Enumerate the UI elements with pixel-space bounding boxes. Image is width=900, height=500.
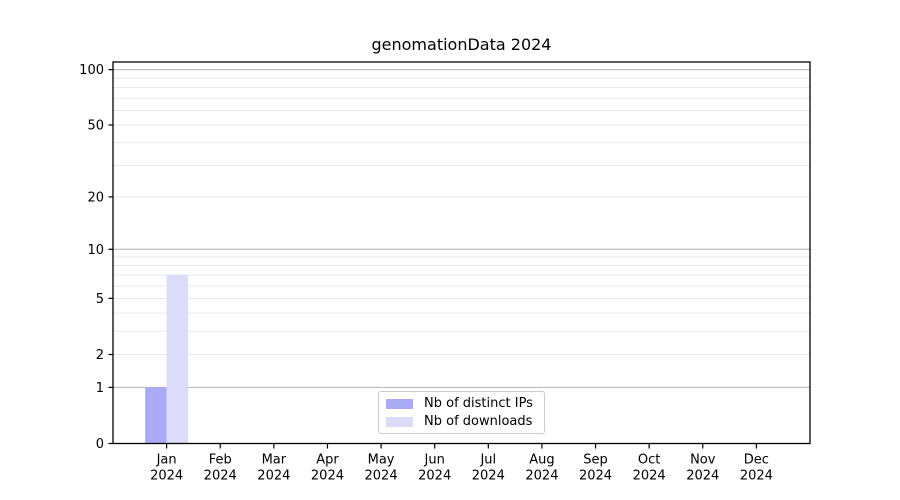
x-tick-label-month: Feb [209,453,232,468]
bar-downloads [166,275,189,444]
x-tick-label-month: Nov [690,453,716,468]
y-tick-label: 10 [87,243,104,258]
legend: Nb of distinct IPs Nb of downloads [378,391,545,434]
plot-border [112,61,811,445]
x-tick-label-year: 2024 [472,469,505,484]
x-tick-label-year: 2024 [740,469,773,484]
y-tick-label: 5 [96,292,104,307]
x-tick-label-month: May [368,453,395,468]
x-tick-label-month: Dec [744,453,769,468]
y-tick-label: 1 [96,381,104,396]
x-tick-label-month: Jul [479,453,496,468]
x-tick-label-month: Jun [424,453,445,468]
x-tick-label-year: 2024 [150,469,183,484]
x-tick-label-year: 2024 [418,469,451,484]
legend-entry: Nb of downloads [386,415,537,429]
x-tick-label-month: Aug [529,453,554,468]
x-tick-label-year: 2024 [579,469,612,484]
y-tick-label: 100 [79,63,104,78]
x-tick-label-year: 2024 [365,469,398,484]
chart-title: genomationData 2024 [371,35,552,54]
x-tick-label-month: Oct [638,453,660,468]
x-tick-label-year: 2024 [257,469,290,484]
legend-swatch [386,417,413,427]
x-tick-label-month: Jan [156,453,177,468]
x-tick-label-month: Mar [262,453,287,468]
bar-distinct-ips [145,387,167,444]
legend-label: Nb of downloads [424,414,533,429]
x-tick-label-month: Sep [583,453,608,468]
x-tick-label-year: 2024 [686,469,719,484]
y-tick-label: 0 [96,437,104,452]
y-tick-label: 20 [87,190,104,205]
x-tick-label-month: Apr [316,453,339,468]
x-tick-label-year: 2024 [525,469,558,484]
legend-label: Nb of distinct IPs [424,396,533,411]
legend-swatch [386,399,413,409]
x-tick-label-year: 2024 [311,469,344,484]
x-tick-label-year: 2024 [204,469,237,484]
x-tick-label-year: 2024 [633,469,666,484]
legend-entry: Nb of distinct IPs [386,397,537,411]
y-tick-label: 2 [96,348,104,363]
y-tick-label: 50 [87,118,104,133]
